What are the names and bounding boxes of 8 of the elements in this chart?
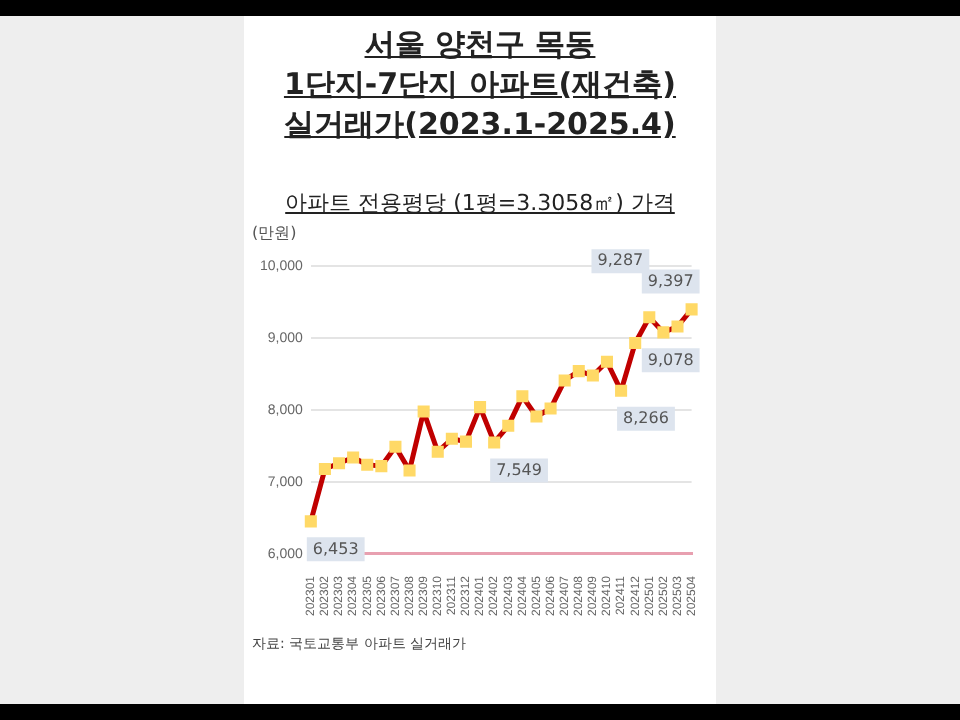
data-label: 9,397 (647, 271, 694, 290)
data-label: 9,287 (597, 251, 644, 270)
data-label: 9,078 (647, 350, 694, 369)
data-label: 6,453 (312, 539, 359, 558)
chart-subtitle: 아파트 전용평당 (1평=3.3058㎡) 가격 (283, 188, 677, 218)
y-axis-title: (만원) (252, 224, 297, 242)
data-label: 8,266 (623, 408, 669, 427)
data-label: 7,549 (496, 460, 542, 479)
